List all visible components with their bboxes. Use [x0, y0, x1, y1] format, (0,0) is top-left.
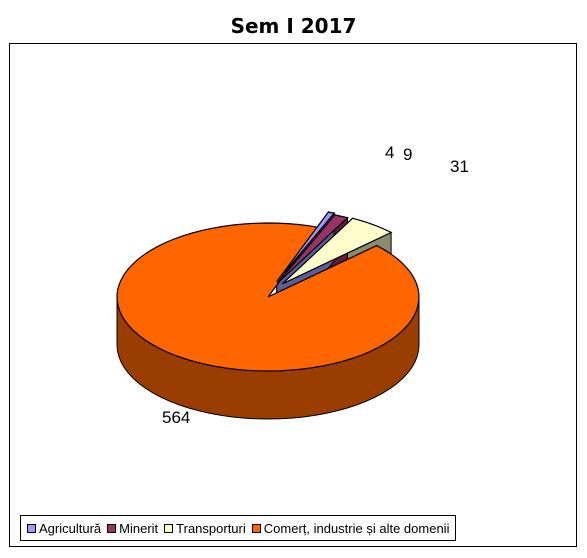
chart-title: Sem I 2017: [230, 14, 357, 38]
legend-label-comert: Comerț, industrie și alte domenii: [263, 520, 450, 536]
legend-swatch-comert: [251, 523, 261, 533]
chart-legend: Agricultură Minerit Transporturi Comerț,…: [20, 515, 457, 541]
legend-item-comert: Comerț, industrie și alte domenii: [251, 520, 450, 536]
legend-swatch-transporturi: [164, 523, 174, 533]
legend-item-transporturi: Transporturi: [164, 521, 246, 536]
pie-slice-agricultura: [276, 211, 336, 282]
legend-swatch-agricultura: [27, 523, 36, 533]
data-label-minerit: 9: [403, 145, 412, 164]
legend-label-agricultura: Agricultură: [39, 520, 102, 536]
pie-slice-comert: [116, 222, 420, 372]
data-label-transporturi: 31: [450, 157, 469, 176]
data-label-agricultura: 4: [385, 143, 394, 162]
data-label-comert: 564: [162, 408, 190, 427]
legend-item-agricultura: Agricultură: [27, 521, 101, 536]
pie-slice-minerit: [276, 214, 350, 284]
pie-slice-transporturi: [281, 217, 393, 285]
legend-label-transporturi: Transporturi: [176, 520, 246, 536]
legend-swatch-minerit: [107, 523, 117, 533]
legend-item-minerit: Minerit: [107, 521, 158, 536]
legend-label-minerit: Minerit: [119, 520, 159, 536]
